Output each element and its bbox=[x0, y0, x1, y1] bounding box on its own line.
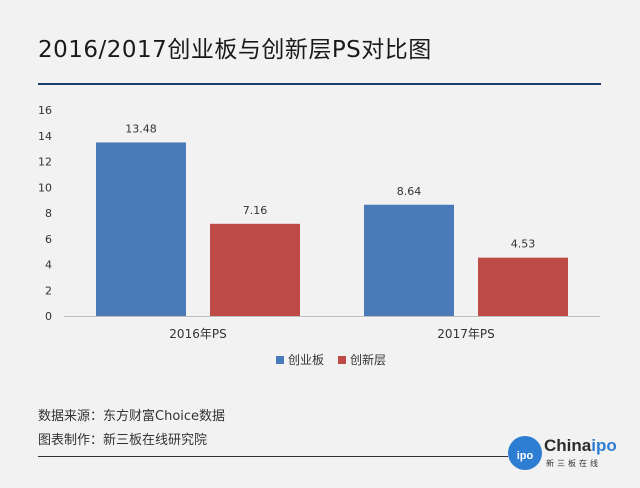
legend-label: 创新层 bbox=[350, 352, 386, 367]
data-source-note: 数据来源：东方财富Choice数据 bbox=[38, 409, 226, 424]
bar-value-label: 7.16 bbox=[243, 204, 268, 217]
y-tick-label: 16 bbox=[38, 104, 52, 117]
y-tick-label: 2 bbox=[45, 284, 52, 297]
bar-value-label: 8.64 bbox=[397, 185, 422, 198]
logo-badge-text: ipo bbox=[516, 450, 534, 462]
chart-title: 2016/2017创业板与创新层PS对比图 bbox=[38, 37, 432, 63]
bar-chuangxinceng bbox=[210, 223, 300, 316]
logo-wordmark: Chinaipo bbox=[544, 436, 617, 455]
y-tick-label: 0 bbox=[45, 310, 52, 323]
y-tick-label: 12 bbox=[38, 156, 52, 169]
legend-swatch bbox=[338, 356, 346, 364]
y-tick-label: 4 bbox=[45, 259, 52, 272]
logo-tagline: 新三板在线 bbox=[546, 459, 601, 468]
y-tick-label: 10 bbox=[38, 181, 52, 194]
chart-maker-note: 图表制作：新三板在线研究院 bbox=[38, 433, 208, 448]
y-tick-label: 14 bbox=[38, 130, 52, 143]
legend-swatch bbox=[276, 356, 284, 364]
bar-value-label: 13.48 bbox=[125, 122, 157, 135]
x-category-label: 2016年PS bbox=[169, 327, 226, 341]
x-category-label: 2017年PS bbox=[437, 327, 494, 341]
chinaipo-logo: ipo Chinaipo 新三板在线 bbox=[508, 432, 618, 472]
bar-chuangyeban bbox=[364, 204, 454, 316]
bar-chart: 0 2 4 6 8 10 12 14 16 13.48 7.16 2016年PS 8.64 4.53 201… bbox=[38, 104, 600, 367]
title-underline bbox=[38, 83, 601, 85]
bar-chuangxinceng bbox=[478, 257, 568, 316]
legend-label: 创业板 bbox=[288, 353, 324, 367]
footer-divider bbox=[38, 456, 508, 457]
logo-badge-icon: ipo bbox=[508, 436, 542, 470]
bar-value-label: 4.53 bbox=[511, 238, 536, 251]
y-tick-label: 8 bbox=[45, 207, 52, 220]
bar-chuangyeban bbox=[96, 142, 186, 316]
y-tick-label: 6 bbox=[45, 233, 52, 246]
